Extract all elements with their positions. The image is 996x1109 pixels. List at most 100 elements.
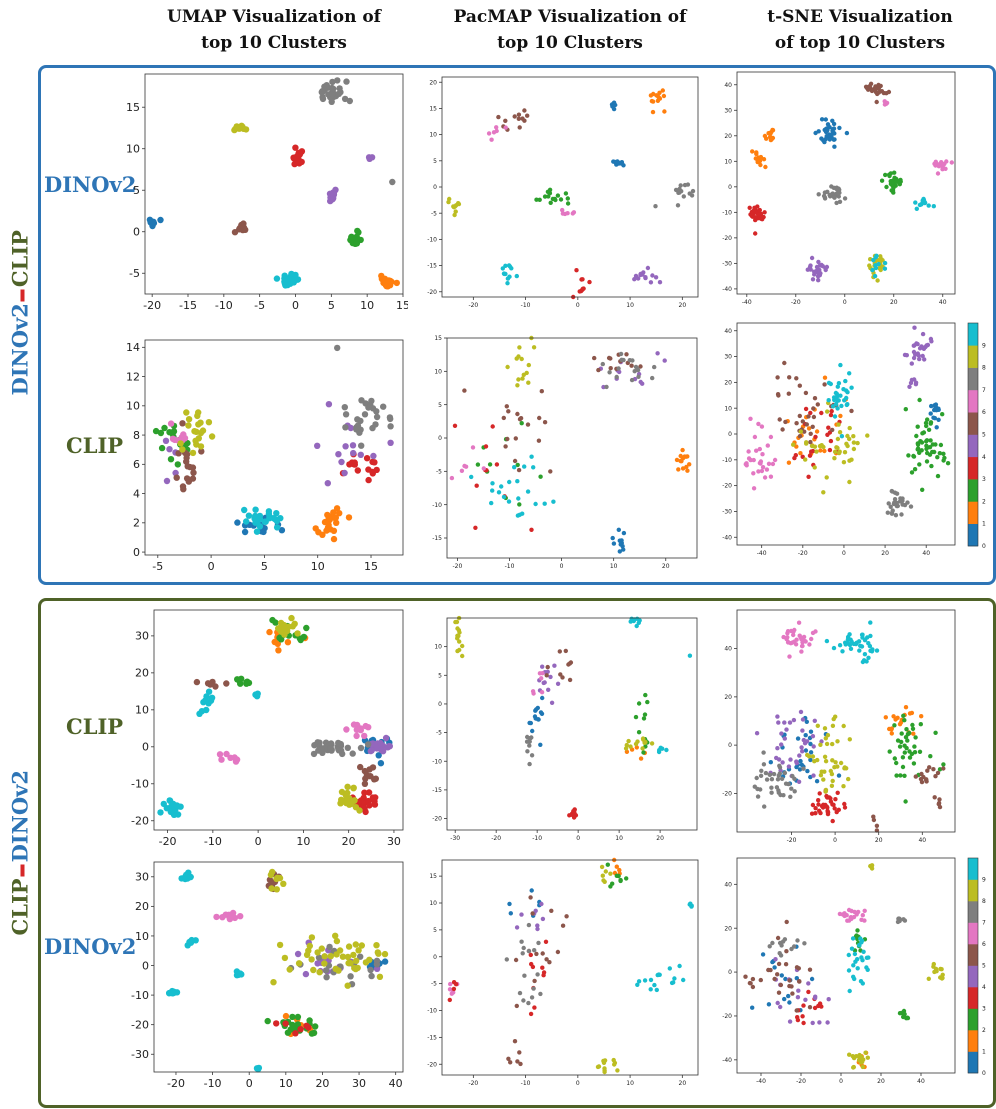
scatter-point xyxy=(548,469,553,474)
scatter-point xyxy=(846,918,852,923)
scatter-point xyxy=(803,733,808,738)
scatter-point xyxy=(808,410,813,416)
scatter-point xyxy=(771,771,777,777)
y-tick-label: 10 xyxy=(429,132,437,139)
scatter-point xyxy=(928,438,933,443)
scatter-point xyxy=(836,398,841,403)
scatter-point xyxy=(342,411,350,418)
scatter-point xyxy=(786,640,791,645)
scatter-point xyxy=(935,455,940,460)
scatter-point xyxy=(624,352,629,357)
scatter-point xyxy=(648,977,654,983)
scatter-point xyxy=(926,976,931,981)
scatter-point xyxy=(241,506,248,514)
scatter-point xyxy=(832,456,837,461)
scatter-point xyxy=(501,415,506,421)
x-tick-label: 40 xyxy=(389,1077,403,1090)
scatter-point xyxy=(935,473,941,479)
scatter-point xyxy=(902,918,908,923)
x-tick-label: -10 xyxy=(521,1080,531,1087)
scatter-point xyxy=(809,443,815,449)
scatter-point xyxy=(265,510,273,517)
scatter-point xyxy=(538,991,543,997)
scatter-point xyxy=(844,766,849,771)
scatter-point xyxy=(527,736,532,741)
scatter-point xyxy=(929,403,934,409)
scatter-point xyxy=(674,457,680,463)
scatter-point xyxy=(198,448,205,455)
group-label-clip-dino: CLIP DINOv2 xyxy=(8,770,33,935)
scatter-point xyxy=(777,940,783,946)
colorbar-tick-label: 9 xyxy=(982,877,986,884)
scatter-point xyxy=(539,676,544,681)
scatter-point xyxy=(366,155,373,162)
x-tick-label: 10 xyxy=(610,563,618,570)
x-tick-label: 0 xyxy=(560,563,564,570)
scatter-point xyxy=(847,632,852,637)
y-tick-label: -20 xyxy=(427,1061,437,1068)
scatter-point xyxy=(505,436,510,442)
scatter-point xyxy=(903,735,909,740)
scatter-point xyxy=(638,756,644,761)
scatter-point xyxy=(494,128,499,134)
scatter-point xyxy=(812,396,818,401)
scatter-point xyxy=(341,469,348,477)
colorbar-segment xyxy=(968,345,978,368)
scatter-point xyxy=(825,409,830,414)
scatter-point xyxy=(460,653,465,659)
y-tick-label: 5 xyxy=(433,927,437,934)
scatter-point xyxy=(453,209,458,214)
scatter-point xyxy=(157,809,164,816)
scatter-point xyxy=(374,949,381,956)
scatter-point xyxy=(358,942,365,949)
scatter-point xyxy=(571,210,577,215)
scatter-point xyxy=(503,125,508,130)
scatter-point xyxy=(382,734,390,742)
scatter-point xyxy=(506,1056,511,1061)
scatter-point xyxy=(922,357,927,362)
scatter-point xyxy=(540,671,545,676)
scatter-point xyxy=(892,497,898,502)
colorbar-segment xyxy=(968,523,978,547)
scatter-point xyxy=(882,266,888,271)
scatter-point xyxy=(783,419,788,425)
scatter-point xyxy=(521,998,526,1003)
scatter-point xyxy=(611,1057,616,1063)
scatter-point xyxy=(834,809,839,815)
scatter-point xyxy=(334,344,341,352)
scatter-point xyxy=(293,152,301,160)
scatter-point xyxy=(915,424,920,429)
scatter-point xyxy=(339,953,347,960)
scatter-point xyxy=(237,913,244,920)
scatter-point xyxy=(814,449,819,454)
scatter-point xyxy=(746,449,751,454)
scatter-point xyxy=(546,687,551,692)
scatter-point xyxy=(549,908,554,913)
scatter-point xyxy=(608,884,613,889)
scatter-point xyxy=(173,474,180,481)
scatter-point xyxy=(615,159,620,164)
scatter-point xyxy=(934,969,939,974)
scatter-point xyxy=(812,269,817,274)
scatter-point xyxy=(930,449,935,455)
scatter-point xyxy=(835,406,840,411)
scatter-point xyxy=(223,750,230,758)
scatter-point xyxy=(811,744,816,749)
scatter-point xyxy=(302,970,310,978)
scatter-point xyxy=(859,955,864,960)
scatter-point xyxy=(538,710,544,715)
scatter-point xyxy=(763,164,768,170)
scatter-point xyxy=(799,745,804,750)
colorbar-segment xyxy=(968,412,978,435)
scatter-point xyxy=(481,466,486,471)
scatter-point xyxy=(917,462,922,467)
scatter-point xyxy=(809,976,815,982)
scatter-point xyxy=(506,499,512,504)
scatter-point xyxy=(801,1003,806,1008)
scatter-point xyxy=(862,908,867,913)
scatter-point xyxy=(812,1005,818,1011)
scatter-point xyxy=(928,411,933,416)
x-tick-label: 20 xyxy=(679,302,687,309)
scatter-point xyxy=(216,751,224,758)
row-label-clip: CLIP xyxy=(66,714,124,739)
